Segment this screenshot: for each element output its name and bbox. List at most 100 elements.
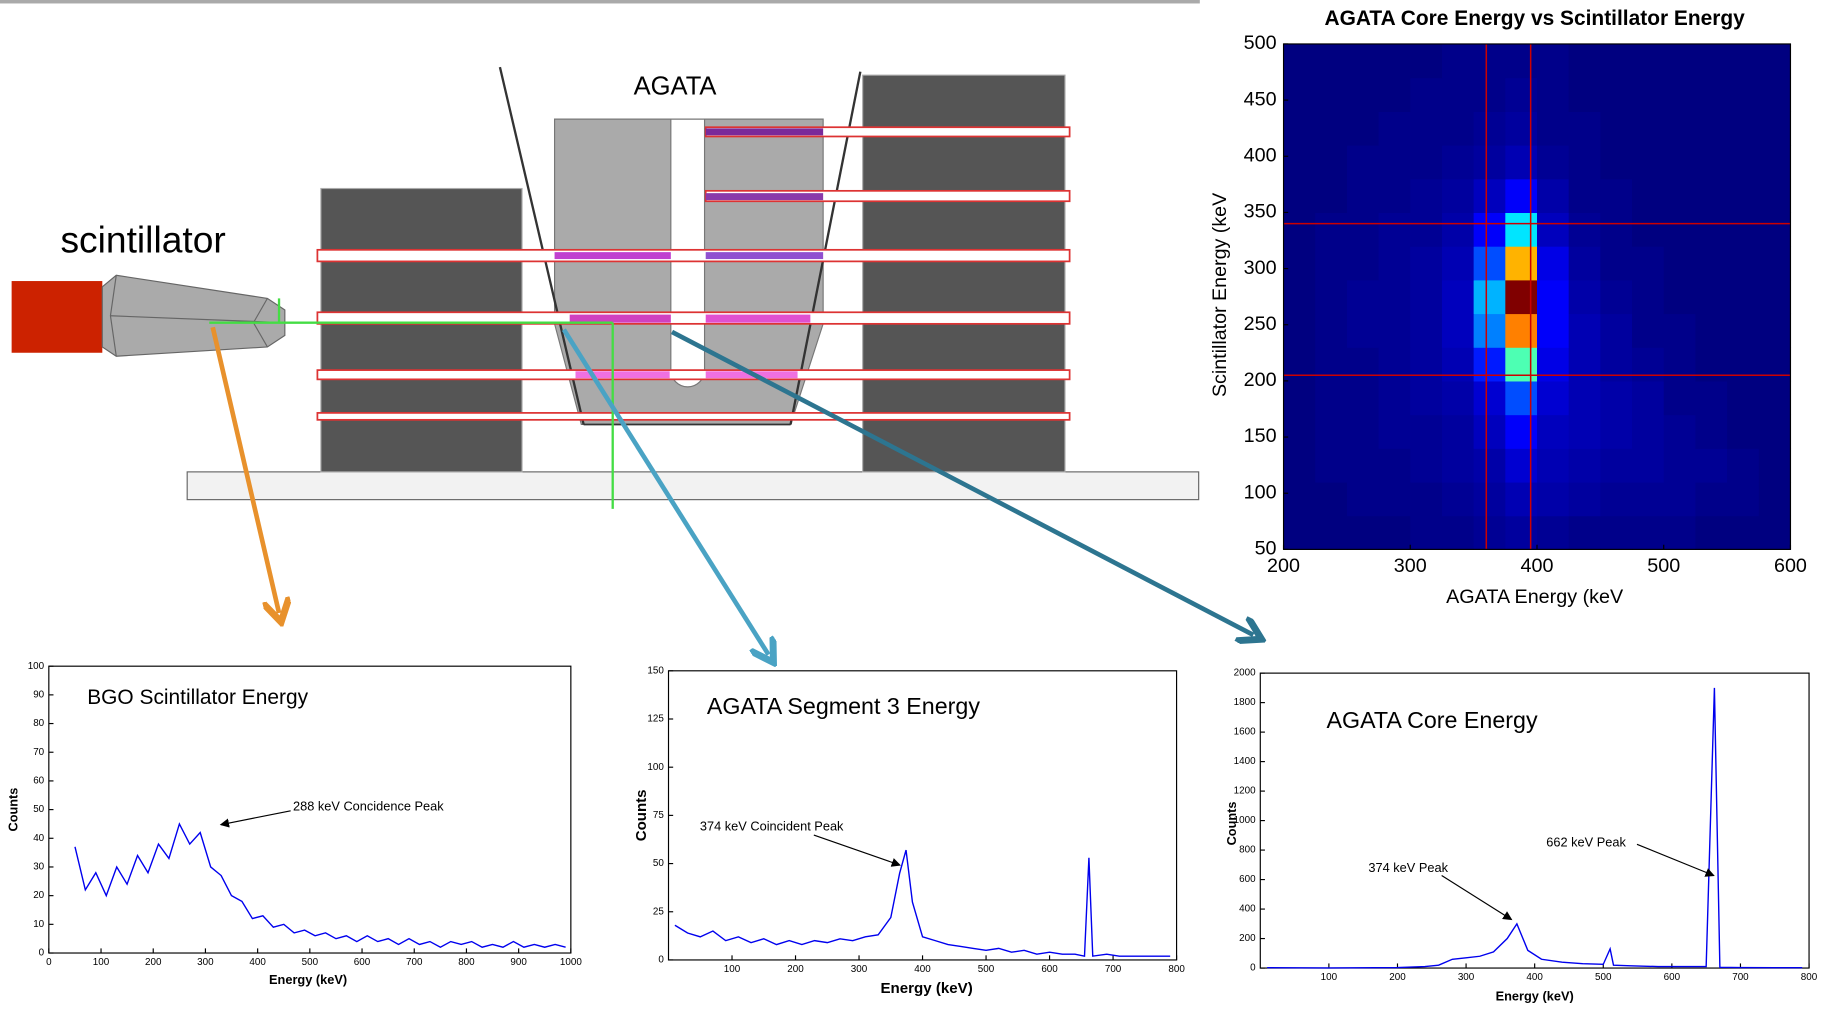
heat-cell [1378,515,1411,550]
heat-cell [1600,448,1633,483]
heat-cell [1727,212,1760,247]
heat-cell [1315,380,1348,416]
y-tick-label: 600 [1239,874,1256,885]
y-tick-label: 20 [33,890,45,901]
heat-cell [1441,279,1475,315]
y-tick-label: 100 [28,661,45,672]
heat-cell [1695,145,1728,180]
housing-line [498,66,585,425]
heat-cell [1410,145,1443,180]
heat-cell [1600,481,1633,517]
heat-cell [1695,380,1728,416]
heat-cell [1441,111,1475,146]
heat-cell [1695,77,1728,112]
heat-cell [1727,77,1760,112]
y-tick-label: 1800 [1234,697,1256,708]
heat-cell [1758,43,1792,79]
heat-cell [1315,279,1348,315]
heat-cell [1346,380,1380,416]
heat-cell [1600,77,1633,112]
x-tick-label: 700 [1105,964,1122,975]
heat-cell [1536,313,1570,348]
y-tick-label: 80 [33,718,45,729]
heat-cell [1727,448,1760,483]
x-tick-label: 200 [1267,555,1300,577]
heat-cell [1632,212,1665,247]
y-tick-label: 1200 [1234,786,1256,797]
heat-cell [1536,448,1570,483]
x-tick-label: 300 [1458,972,1475,983]
heat-cell [1568,481,1601,517]
heat-cell [1695,43,1728,79]
x-axis-label: AGATA Energy (keV [1446,586,1624,608]
heat-cell [1568,111,1601,146]
heat-cell [1536,43,1570,79]
heat-cell [1568,448,1601,483]
heat-cell [1568,43,1601,79]
heat-cell [1441,178,1475,214]
heat-cell [1568,347,1601,382]
heat-cell [1600,279,1633,315]
arrow [670,329,1253,635]
chart-title: BGO Scintillator Energy [87,686,308,709]
chart: 200 300 400 500 600 50 100 150 200 250 300 350 400 45… [1209,7,1807,608]
heat-cell [1727,279,1760,315]
x-tick-label: 800 [1168,964,1185,975]
annotation: 374 keV Peak [1368,860,1448,875]
y-tick-label: 50 [653,858,665,869]
heat-cell [1663,111,1696,146]
detector-diagram: scintillator AGATA [0,0,1253,655]
heat-cell [1473,380,1506,416]
heat-cell [1695,313,1728,348]
heat-cell [1473,347,1506,382]
heat-cell [1441,380,1475,416]
y-tick-label: 150 [1244,425,1277,447]
heat-cell [1600,43,1633,79]
heat-cell [1346,414,1380,449]
x-tick-label: 400 [914,964,931,975]
base-plate [186,471,1200,501]
heat-cell [1378,145,1411,180]
heat-cell [1727,178,1760,214]
heat-cell [1663,515,1696,550]
heat-cell [1410,515,1443,550]
heat-cell [1283,515,1316,550]
x-tick-label: 400 [1526,972,1543,983]
heat-cell [1663,347,1696,382]
facet [252,298,268,323]
heat-cell [1758,111,1792,146]
heat-cell [1632,313,1665,348]
heat-cell [1536,481,1570,517]
heat-cell [1378,313,1411,348]
heat-cell [1536,111,1570,146]
x-tick-label: 300 [1394,555,1427,577]
y-tick-label: 150 [647,665,664,676]
y-tick-label: 450 [1244,88,1277,110]
heat-cell [1600,380,1633,416]
heat-cell [1283,481,1316,517]
heat-cell [1695,111,1728,146]
heat-cell [1758,515,1792,550]
heat-cell [1346,111,1380,146]
heat-cell [1758,448,1792,483]
heat-cell [1600,414,1633,449]
heat-cell [1410,380,1443,416]
heat-cell [1600,515,1633,550]
heat-cell [1378,212,1411,247]
heat-cell [1441,313,1475,348]
y-tick-label: 125 [647,714,664,725]
heat-cell [1315,145,1348,180]
heat-cell [1505,111,1538,146]
x-tick-label: 600 [1041,964,1058,975]
heat-cell [1663,178,1696,214]
heat-cell [1473,111,1506,146]
heat-cell [1695,448,1728,483]
heat-cell [1758,246,1792,281]
heat-cell [1410,347,1443,382]
heat-cell [1663,246,1696,281]
heat-cell [1600,212,1633,247]
y-tick-label: 1000 [1234,815,1256,826]
y-tick-label: 1400 [1234,756,1256,767]
chart-title: AGATA Core Energy vs Scintillator Energy [1325,7,1746,30]
heat-cell [1283,43,1316,79]
